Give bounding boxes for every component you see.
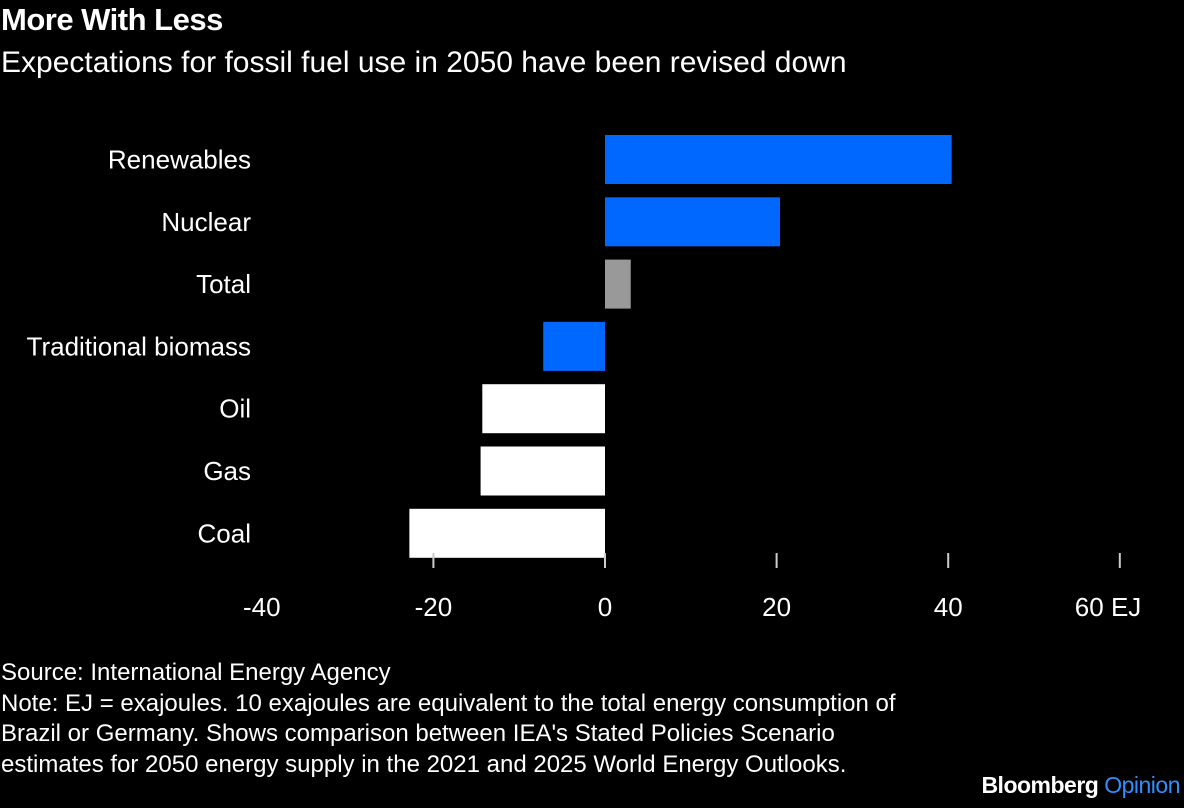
chart-title: More With Less [1,2,223,37]
bar-chart: Renewables Nuclear Total Traditional biomas… [27,135,1142,622]
bloomberg-opinion-logo: Bloomberg Opinion [981,772,1180,799]
category-label: Traditional biomass [27,331,251,361]
bar-total [605,259,631,309]
bar-renewables [605,135,952,184]
x-tick-label: 0 [598,592,612,622]
bar-oil [482,384,605,434]
source-text: Source: International Energy Agency [1,659,391,686]
category-label: Oil [219,394,251,424]
bar-gas [480,446,605,496]
category-label: Coal [198,518,251,548]
logo-section: Opinion [1104,772,1180,798]
x-tick-label: -20 [415,592,453,622]
x-tick-label: 40 [934,592,963,622]
bar-coal [409,508,605,558]
category-label: Nuclear [161,207,251,237]
category-label: Gas [203,456,251,486]
logo-brand: Bloomberg [981,772,1099,798]
chart-footer: Source: International Energy Agency Note… [1,658,941,780]
bar-traditional-biomass [543,321,605,371]
x-tick-label: 60 EJ [1075,592,1142,622]
category-label: Total [196,269,251,299]
chart-subtitle: Expectations for fossil fuel use in 2050… [1,46,847,79]
x-tick-label: -40 [243,592,281,622]
x-tick-label: 20 [762,592,791,622]
category-label: Renewables [108,145,251,175]
note-text: Note: EJ = exajoules. 10 exajoules are e… [1,689,896,778]
bar-nuclear [605,197,781,247]
